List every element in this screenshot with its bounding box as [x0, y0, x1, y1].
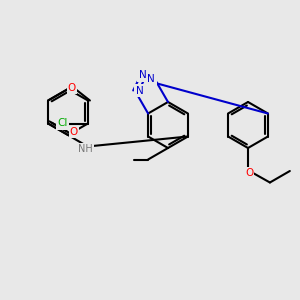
Text: N: N: [136, 85, 143, 96]
Text: NH: NH: [78, 145, 93, 154]
Text: O: O: [245, 168, 253, 178]
Text: Cl: Cl: [57, 118, 68, 128]
Text: N: N: [148, 74, 155, 84]
Text: O: O: [70, 127, 78, 137]
Text: O: O: [68, 83, 76, 93]
Text: N: N: [139, 70, 146, 80]
